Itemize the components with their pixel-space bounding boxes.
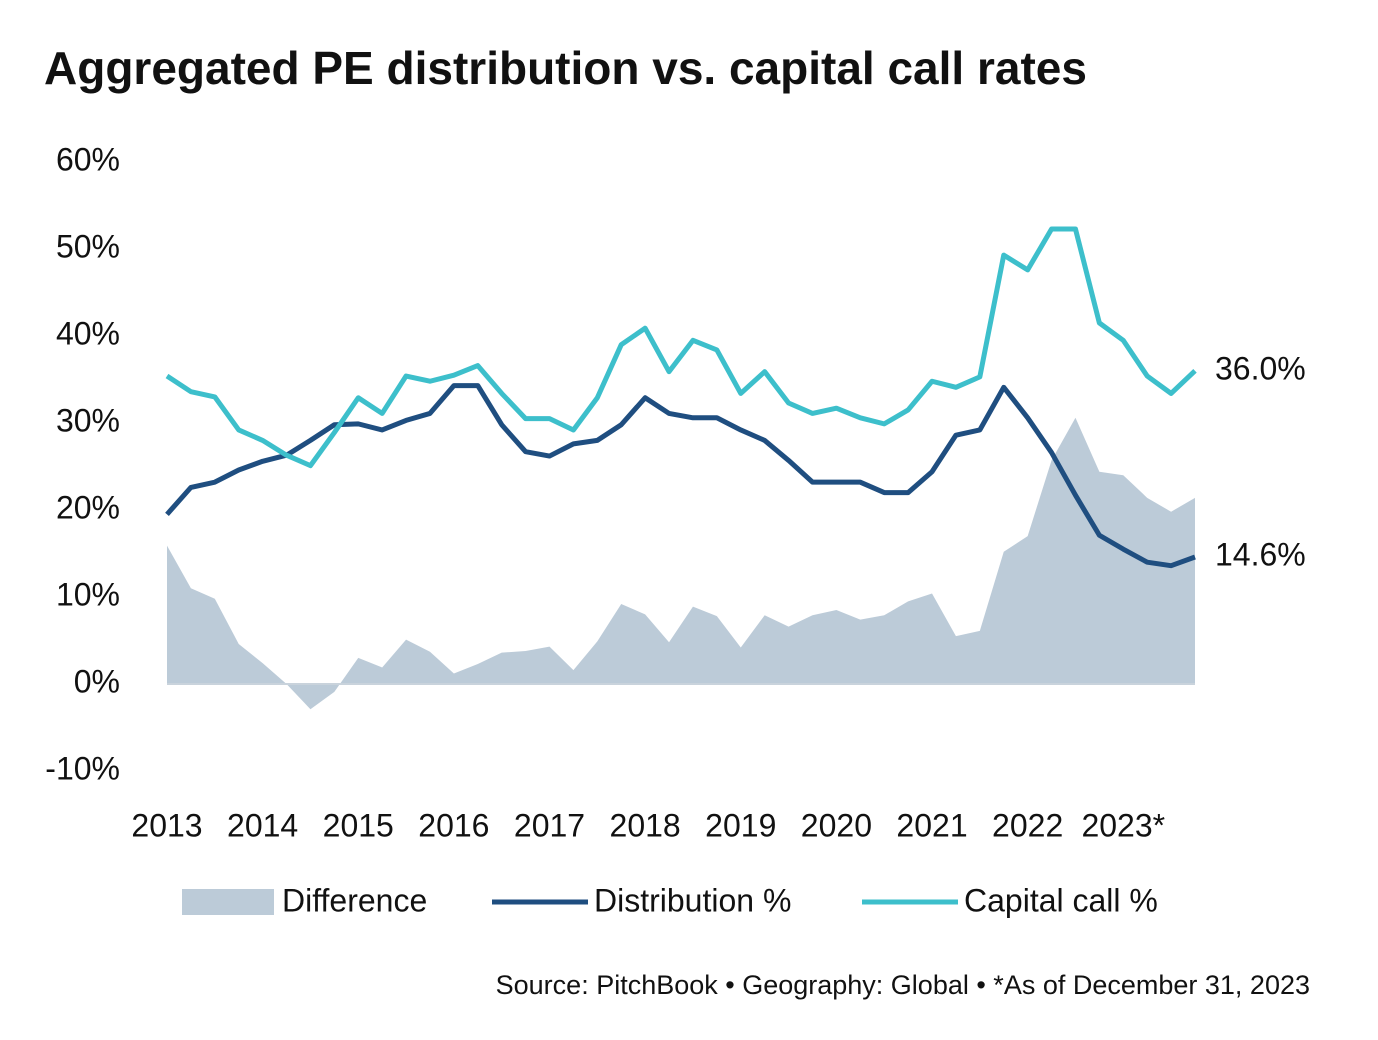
legend-swatch (182, 889, 274, 915)
area (167, 417, 1195, 710)
y-tick-label: 10% (56, 576, 120, 612)
x-tick-label: 2017 (514, 807, 585, 843)
source-note: Source: PitchBook • Geography: Global • … (496, 970, 1310, 1000)
x-tick-label: 2023* (1081, 807, 1165, 843)
y-tick-label: 50% (56, 228, 120, 264)
x-tick-label: 2014 (227, 807, 298, 843)
x-tick-label: 2013 (131, 807, 202, 843)
x-tick-label: 2019 (705, 807, 776, 843)
end-label: 14.6% (1215, 536, 1306, 572)
y-tick-label: 20% (56, 489, 120, 525)
chart-title: Aggregated PE distribution vs. capital c… (44, 42, 1087, 94)
y-tick-label: 40% (56, 315, 120, 351)
end-label: 36.0% (1215, 350, 1306, 386)
legend-label: Difference (282, 882, 427, 918)
y-tick-label: -10% (45, 750, 120, 786)
y-tick-label: 0% (74, 663, 120, 699)
x-tick-label: 2015 (323, 807, 394, 843)
x-tick-label: 2016 (418, 807, 489, 843)
y-tick-label: 60% (56, 141, 120, 177)
x-tick-label: 2020 (801, 807, 872, 843)
legend-label: Capital call % (964, 882, 1158, 918)
line (165, 226, 1197, 469)
x-tick-label: 2021 (896, 807, 967, 843)
x-tick-label: 2018 (610, 807, 681, 843)
x-tick-label: 2022 (992, 807, 1063, 843)
legend-label: Distribution % (594, 882, 791, 918)
y-tick-label: 30% (56, 402, 120, 438)
